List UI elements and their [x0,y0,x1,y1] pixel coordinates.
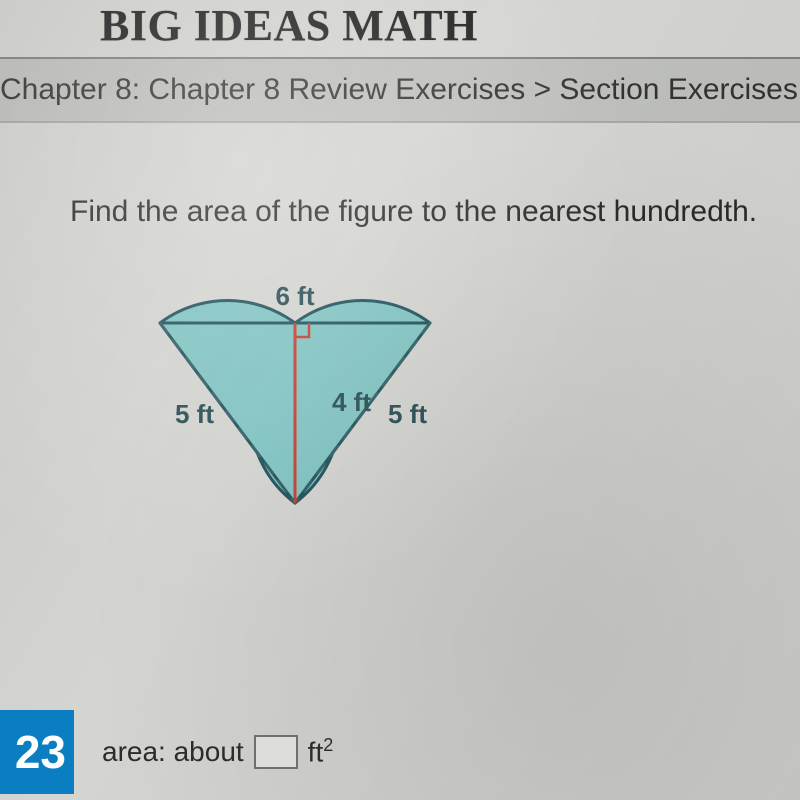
page-title: BIG IDEAS MATH [100,0,800,51]
header: BIG IDEAS MATH [0,0,800,57]
answer-row: 23 area: about ft2 [0,710,333,794]
figure-container: 6 ft 4 ft 5 ft 5 ft [80,263,770,568]
breadcrumb-text: Chapter 8: Chapter 8 Review Exercises > … [0,73,800,106]
answer-label: area: about [102,736,244,768]
content: Find the area of the figure to the neare… [0,123,800,568]
unit-exp: 2 [323,735,333,755]
answer-input[interactable] [254,735,298,769]
answer-unit: ft2 [308,735,334,768]
problem-prompt: Find the area of the figure to the neare… [70,195,770,229]
answer-line: area: about ft2 [102,735,333,769]
svg-text:6 ft: 6 ft [276,281,315,311]
svg-text:5 ft: 5 ft [175,399,214,429]
unit-base: ft [308,737,324,768]
geometry-figure: 6 ft 4 ft 5 ft 5 ft [80,263,510,563]
breadcrumb: Chapter 8: Chapter 8 Review Exercises > … [0,57,800,123]
svg-text:5 ft: 5 ft [388,399,427,429]
question-number: 23 [0,710,74,794]
svg-text:4 ft: 4 ft [332,387,371,417]
